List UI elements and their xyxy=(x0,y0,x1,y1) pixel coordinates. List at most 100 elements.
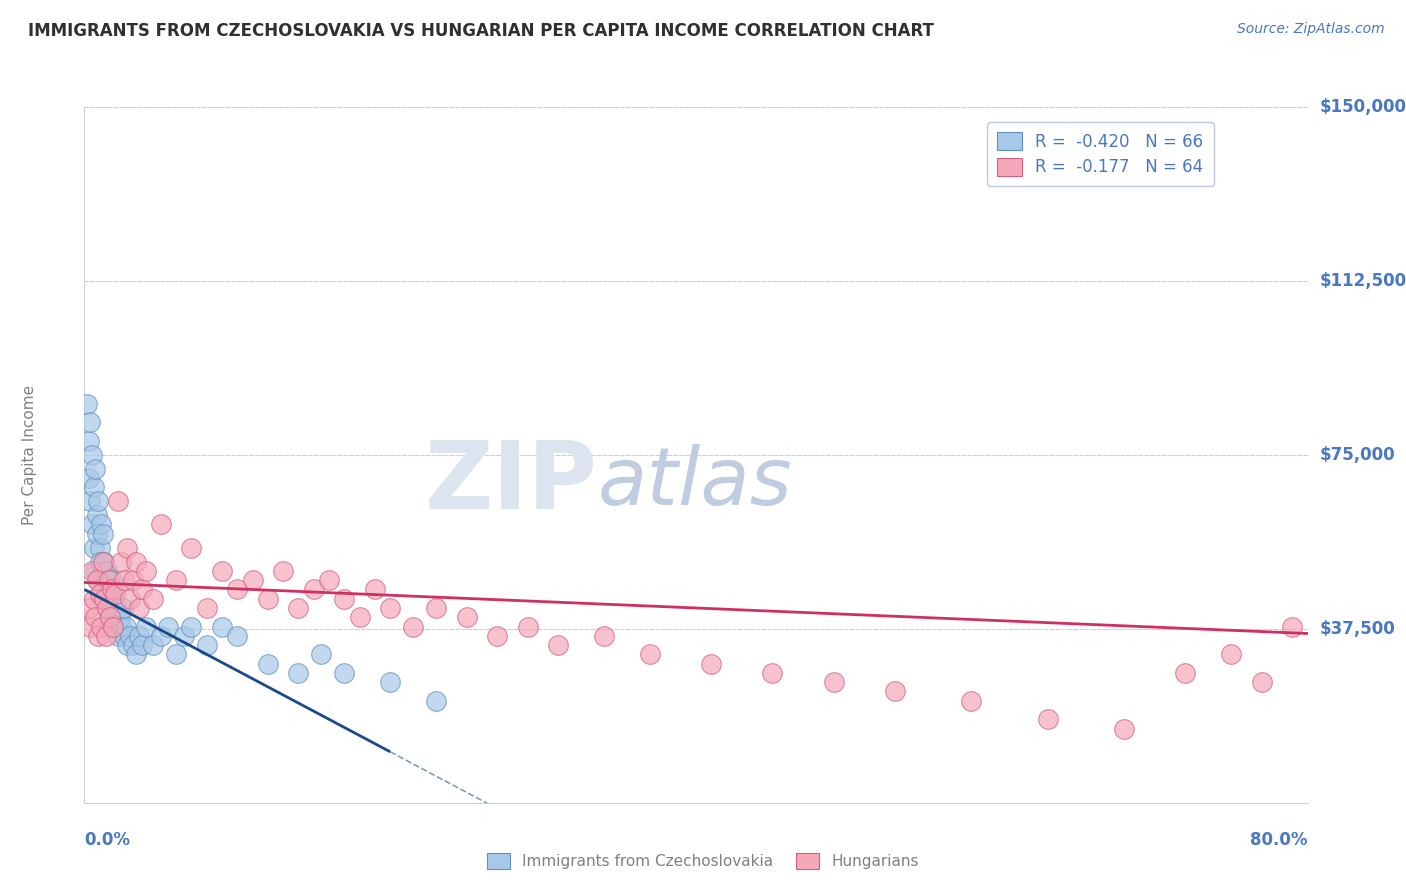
Point xyxy=(120,629,142,643)
Point xyxy=(84,462,107,476)
Point xyxy=(180,541,202,555)
Point xyxy=(96,564,118,578)
Point xyxy=(287,601,309,615)
Point xyxy=(122,573,145,587)
Point xyxy=(131,582,153,597)
Legend: R =  -0.420   N = 66, R =  -0.177   N = 64: R = -0.420 N = 66, R = -0.177 N = 64 xyxy=(987,122,1213,186)
Point xyxy=(90,619,112,633)
Point xyxy=(87,629,110,643)
Point xyxy=(107,494,129,508)
Point xyxy=(90,587,112,601)
Point xyxy=(883,684,905,698)
Point xyxy=(91,526,114,541)
Text: $37,500: $37,500 xyxy=(1320,620,1396,638)
Point xyxy=(77,601,100,615)
Point xyxy=(1174,665,1197,680)
Point xyxy=(638,648,661,662)
Point xyxy=(97,582,120,597)
Point xyxy=(1114,722,1136,736)
Point xyxy=(242,573,264,587)
Point xyxy=(98,619,121,633)
Point xyxy=(77,471,100,485)
Point xyxy=(91,555,114,569)
Point xyxy=(486,629,509,643)
Point xyxy=(380,601,402,615)
Point xyxy=(110,555,132,569)
Point xyxy=(93,591,115,606)
Point xyxy=(101,601,124,615)
Point xyxy=(76,397,98,411)
Point xyxy=(112,573,135,587)
Point xyxy=(380,675,402,690)
Point xyxy=(103,619,125,633)
Point xyxy=(108,610,131,624)
Point xyxy=(180,619,202,633)
Point xyxy=(80,517,103,532)
Point xyxy=(91,564,114,578)
Point xyxy=(1250,675,1272,690)
Point xyxy=(87,573,110,587)
Point xyxy=(89,555,111,569)
Point xyxy=(125,555,148,569)
Point xyxy=(94,573,117,587)
Point xyxy=(131,638,153,652)
Point xyxy=(112,629,135,643)
Point xyxy=(195,638,218,652)
Point xyxy=(107,629,129,643)
Point xyxy=(135,619,157,633)
Point xyxy=(287,665,309,680)
Text: ZIP: ZIP xyxy=(425,437,598,529)
Point xyxy=(456,610,478,624)
Point xyxy=(104,587,127,601)
Point xyxy=(98,591,121,606)
Point xyxy=(83,480,105,494)
Legend: Immigrants from Czechoslovakia, Hungarians: Immigrants from Czechoslovakia, Hungaria… xyxy=(481,847,925,875)
Point xyxy=(311,648,333,662)
Point xyxy=(349,610,371,624)
Point xyxy=(93,555,115,569)
Point xyxy=(425,601,447,615)
Point xyxy=(125,648,148,662)
Point xyxy=(115,541,138,555)
Point xyxy=(257,657,280,671)
Point xyxy=(142,591,165,606)
Point xyxy=(425,694,447,708)
Point xyxy=(211,564,233,578)
Text: 80.0%: 80.0% xyxy=(1250,830,1308,848)
Point xyxy=(142,638,165,652)
Point xyxy=(103,619,125,633)
Point xyxy=(135,564,157,578)
Text: 0.0%: 0.0% xyxy=(84,830,131,848)
Point xyxy=(173,629,195,643)
Point xyxy=(101,582,124,597)
Point xyxy=(195,601,218,615)
Point xyxy=(94,591,117,606)
Point xyxy=(77,434,100,448)
Point xyxy=(115,638,138,652)
Point xyxy=(128,601,150,615)
Point xyxy=(211,619,233,633)
Point xyxy=(114,619,136,633)
Point xyxy=(86,508,108,523)
Point xyxy=(105,601,128,615)
Point xyxy=(226,629,249,643)
Text: Per Capita Income: Per Capita Income xyxy=(22,384,37,525)
Point xyxy=(80,448,103,462)
Text: IMMIGRANTS FROM CZECHOSLOVAKIA VS HUNGARIAN PER CAPITA INCOME CORRELATION CHART: IMMIGRANTS FROM CZECHOSLOVAKIA VS HUNGAR… xyxy=(28,22,934,40)
Point xyxy=(103,591,125,606)
Point xyxy=(110,619,132,633)
Point xyxy=(84,610,107,624)
Point xyxy=(79,416,101,430)
Point xyxy=(89,587,111,601)
Text: $112,500: $112,500 xyxy=(1320,272,1406,290)
Point xyxy=(89,541,111,555)
Text: $75,000: $75,000 xyxy=(1320,446,1395,464)
Point xyxy=(96,601,118,615)
Point xyxy=(83,591,105,606)
Point xyxy=(165,573,187,587)
Point xyxy=(333,591,356,606)
Point xyxy=(318,573,340,587)
Point xyxy=(1036,712,1059,726)
Point xyxy=(333,665,356,680)
Point xyxy=(86,526,108,541)
